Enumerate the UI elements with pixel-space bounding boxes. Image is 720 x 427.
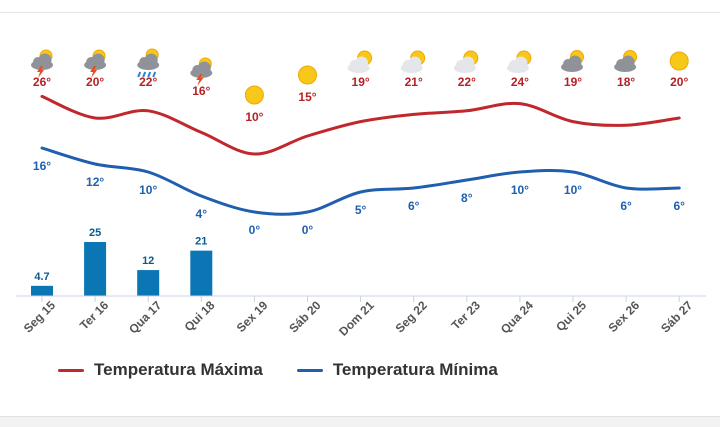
cloudy-sun-icon <box>614 50 638 72</box>
thunderstorm-icon <box>31 49 53 78</box>
min-temp-label: 6° <box>408 199 420 213</box>
partly-cloudy-icon <box>347 50 373 73</box>
cloud-puff <box>197 61 211 75</box>
cloud-puff <box>514 56 528 70</box>
cloud-puff <box>144 53 158 67</box>
min-temp-label: 10° <box>511 183 529 197</box>
precipitation-label: 12 <box>142 255 154 267</box>
min-temp-label: 16° <box>33 159 51 173</box>
x-tick-label: Sáb 20 <box>286 298 323 335</box>
x-tick-label: Seg 22 <box>393 298 430 335</box>
min-temp-label: 10° <box>139 183 157 197</box>
min-temp-label: 10° <box>564 183 582 197</box>
cloud-puff <box>568 55 582 69</box>
x-tick-label: Qui 25 <box>553 298 589 334</box>
chart-legend: Temperatura Máxima Temperatura Mínima <box>58 360 498 380</box>
x-tick-label: Sex 26 <box>605 298 642 335</box>
top-divider <box>0 12 720 13</box>
max-temp-label: 19° <box>564 75 582 89</box>
sun-disc <box>669 51 689 71</box>
legend-item-max: Temperatura Máxima <box>58 360 263 380</box>
min-temp-label: 0° <box>249 223 261 237</box>
lightning-bolt <box>37 66 44 78</box>
precipitation-bar <box>84 242 107 296</box>
min-temp-label: 4° <box>196 207 208 221</box>
cloud-puff <box>355 56 369 70</box>
min-temp-label: 0° <box>302 223 314 237</box>
x-tick-label: Qui 18 <box>182 298 218 334</box>
max-temp-label: 19° <box>352 75 370 89</box>
precipitation-bar <box>137 270 160 296</box>
lightning-bolt <box>196 74 204 86</box>
cloud-puff <box>38 53 52 67</box>
x-tick-label: Ter 23 <box>449 298 484 333</box>
x-tick-label: Ter 16 <box>77 298 112 333</box>
rain-drop <box>152 71 157 78</box>
rain-icon <box>137 48 160 78</box>
precipitation-bar <box>31 285 53 296</box>
min-temp-label: 8° <box>461 191 473 205</box>
sun-disc <box>298 65 317 85</box>
max-temp-label: 22° <box>139 75 157 89</box>
thunderstorm-icon <box>84 49 107 78</box>
rain-drop <box>137 71 142 78</box>
max-temp-label: 15° <box>298 90 316 104</box>
x-tick-label: Qua 24 <box>498 298 536 336</box>
max-temp-label: 21° <box>405 75 423 89</box>
partly-cloudy-icon <box>506 50 532 73</box>
thunderstorm-icon <box>190 57 213 86</box>
x-tick-label: Sáb 27 <box>658 298 695 335</box>
max-temp-label: 24° <box>511 75 529 89</box>
max-temp-label: 10° <box>245 110 263 124</box>
x-tick-label: Qua 17 <box>126 298 164 336</box>
rain-drop <box>147 71 152 78</box>
precipitation-label: 4.7 <box>34 271 49 283</box>
precipitation-bar <box>190 250 213 296</box>
min-temp-label: 12° <box>86 175 104 189</box>
x-tick-label: Seg 15 <box>21 298 58 335</box>
lightning-bolt <box>90 66 98 78</box>
min-temp-line <box>40 146 681 216</box>
cloud-puff <box>408 56 422 70</box>
cloud-puff <box>461 56 475 70</box>
cloud-puff <box>91 53 105 67</box>
max-temp-label: 16° <box>192 84 210 98</box>
x-tick-label: Sex 19 <box>234 298 271 335</box>
max-temp-label: 18° <box>617 75 635 89</box>
precipitation-label: 21 <box>195 236 207 248</box>
sun-icon <box>244 85 264 105</box>
max-temp-label: 20° <box>670 75 688 89</box>
legend-swatch-min <box>296 368 323 372</box>
min-temp-label: 6° <box>673 199 685 213</box>
legend-label-max: Temperatura Máxima <box>94 360 263 379</box>
cloud-puff <box>621 55 635 69</box>
legend-item-min: Temperatura Mínima <box>296 360 498 380</box>
precipitation-label: 25 <box>89 227 101 239</box>
weather-forecast-chart: 26° 20° 22° 16° 10° 15° 19° 21° 22° 24° 19° 18° 20° 1… <box>16 48 706 339</box>
rain-drop <box>142 71 147 78</box>
min-temp-label: 5° <box>355 203 367 217</box>
partly-cloudy-icon <box>453 50 479 73</box>
partly-cloudy-icon <box>400 50 426 73</box>
max-temp-label: 20° <box>86 75 104 89</box>
sun-disc <box>244 85 264 105</box>
max-temp-line <box>40 94 681 156</box>
x-tick-label: Dom 21 <box>336 298 377 339</box>
legend-label-min: Temperatura Mínima <box>332 360 498 379</box>
legend-swatch-max <box>58 368 84 372</box>
max-temp-label: 26° <box>33 75 51 89</box>
bottom-bar <box>0 416 720 427</box>
min-temp-label: 6° <box>620 199 632 213</box>
sun-icon <box>669 51 689 71</box>
cloudy-sun-icon <box>561 50 584 72</box>
max-temp-label: 22° <box>458 75 476 89</box>
sun-icon <box>298 65 317 85</box>
